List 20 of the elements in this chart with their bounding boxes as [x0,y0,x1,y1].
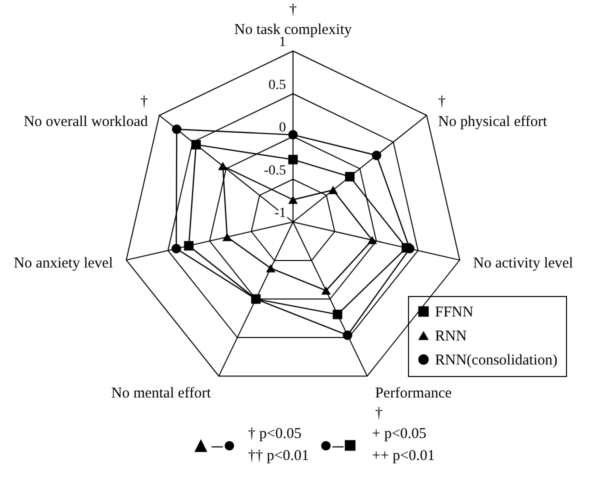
legend-label: RNN(consolidation) [435,352,558,368]
spoke-label: † No overall workload [24,94,148,130]
y-tick-label: 0 [279,120,286,136]
y-tick-label: 1 [279,35,286,50]
text: ●–■ [319,432,357,457]
legend-label: FFNN [435,304,474,320]
spoke-label: Performance † [375,385,452,422]
spoke-label: No anxiety level [14,255,113,272]
text: † p<0.05 [248,426,302,442]
text: ++ p<0.01 [372,448,435,464]
y-tick-label: 0.5 [268,78,286,93]
spoke-label: † No task complexity [234,2,352,38]
text: ▲–● [190,432,236,457]
text: †† p<0.01 [248,448,309,464]
spoke-label: No mental effort [111,385,212,402]
legend-label: RNN [435,328,467,344]
spoke-label: † No physical effort [438,94,548,130]
spoke-label: No activity level [473,255,574,272]
text: + p<0.05 [372,426,426,442]
y-tick-label: -0.5 [264,163,286,178]
